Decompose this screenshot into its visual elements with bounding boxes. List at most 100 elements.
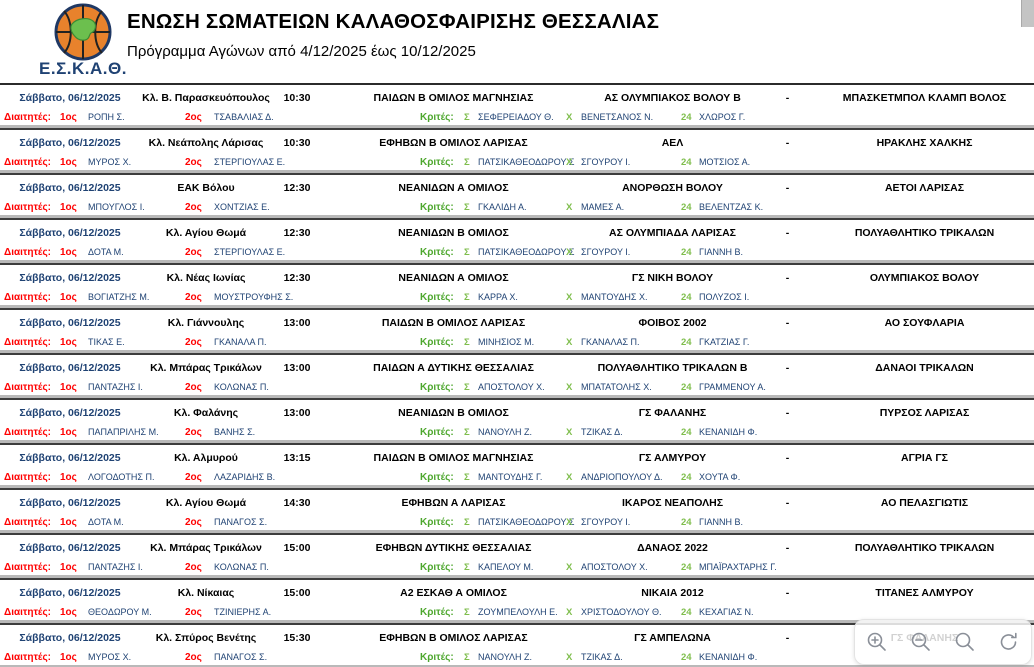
scorer-mark: Σ (464, 157, 470, 168)
first-ref-label: 1ος (60, 157, 77, 168)
game-category: ΝΕΑΝΙΔΩΝ Α ΟΜΙΛΟΣ (398, 182, 509, 195)
game-time: 13:00 (283, 317, 311, 330)
game-time: 12:30 (283, 182, 311, 195)
game-venue: Κλ. Φαλάνης (173, 407, 239, 420)
timer-name: ΤΖΙΚΑΣ Δ. (581, 652, 623, 662)
scorer-name: ΣΕΦΕΡΕΙΑΔΟΥ Θ. (478, 112, 554, 122)
timer-mark: Χ (566, 517, 573, 528)
scorer-mark: Σ (464, 562, 470, 573)
referee-1: ΤΙΚΑΣ Ε. (88, 337, 125, 347)
referee-2: ΜΟΥΣΤΡΟΥΦΗΣ Σ. (214, 292, 294, 302)
referee-2: ΒΑΝΗΣ Σ. (214, 427, 256, 437)
page-subtitle: Πρόγραμμα Αγώνων από 4/12/2025 έως 10/12… (127, 43, 476, 60)
shotclock-name: ΓΙΑΝΝΗ Β. (699, 247, 743, 257)
timer-name: ΜΠΑΤΑΤΟΛΗΣ Χ. (581, 382, 652, 392)
timer-mark: Χ (566, 247, 573, 258)
scorer-name: ΚΑΡΡΑ Χ. (478, 292, 518, 302)
scorer-mark: Σ (464, 427, 470, 438)
game-row: Σάββατο, 06/12/2025 Κλ. Μπάρας Τρικάλων … (0, 537, 1034, 580)
shotclock-mark: 24 (681, 247, 692, 258)
timer-name: ΤΖΙΚΑΣ Δ. (581, 427, 623, 437)
scorer-name: ΠΑΤΣΙΚΑΘΕΟΔΩΡΟΥ Σ (478, 517, 575, 527)
referees-label: Διαιτητές: (4, 202, 51, 213)
referee-1: ΔΟΤΑ Μ. (88, 517, 124, 527)
game-category: ΝΕΑΝΙΔΩΝ Β ΟΜΙΛΟΣ (398, 227, 509, 240)
vs-dash: - (785, 137, 790, 150)
scrollbar-thumb[interactable] (1021, 0, 1034, 27)
scorer-name: ΚΑΠΕΛΟΥ Μ. (478, 562, 534, 572)
away-team: ΤΙΤΑΝΕΣ ΑΛΜΥΡΟΥ (875, 587, 974, 600)
game-date: Σάββατο, 06/12/2025 (19, 452, 121, 465)
home-team: ΑΝΟΡΘΩΣΗ ΒΟΛΟΥ (622, 182, 723, 195)
shotclock-mark: 24 (681, 382, 692, 393)
away-team: ΑΓΡΙΑ ΓΣ (901, 452, 948, 465)
game-category: Α2 ΕΣΚΑΘ Α ΟΜΙΛΟΣ (400, 587, 507, 600)
game-venue: Κλ. Μπάρας Τρικάλων (150, 542, 262, 555)
timer-mark: Χ (566, 472, 573, 483)
game-main-line: Σάββατο, 06/12/2025 Κλ. Αλμυρού 13:15 ΠΑ… (0, 447, 1034, 471)
game-category: ΕΦΗΒΩΝ Β ΟΜΙΛΟΣ ΛΑΡΙΣΑΣ (379, 632, 528, 645)
referee-1: ΠΑΠΑΠΡΙΛΗΣ Μ. (88, 427, 159, 437)
zoom-in-icon[interactable] (862, 627, 892, 657)
timer-name: ΣΓΟΥΡΟΥ Ι. (581, 247, 631, 257)
referees-label: Διαιτητές: (4, 427, 51, 438)
search-icon[interactable] (950, 627, 980, 657)
zoom-out-icon[interactable] (906, 627, 936, 657)
timer-mark: Χ (566, 382, 573, 393)
vs-dash: - (785, 407, 790, 420)
second-ref-label: 2ος (185, 382, 202, 393)
vs-dash: - (785, 542, 790, 555)
game-venue: Κλ. Αγίου Θωμά (165, 497, 247, 510)
game-officials-line: Διαιτητές: 1ος ΠΑΝΤΑΖΗΣ Ι. 2ος ΚΟΛΩΝΑΣ Π… (0, 381, 1034, 396)
vs-dash: - (785, 587, 790, 600)
scorer-mark: Σ (464, 652, 470, 663)
first-ref-label: 1ος (60, 562, 77, 573)
game-category: ΕΦΗΒΩΝ Β ΟΜΙΛΟΣ ΛΑΡΙΣΑΣ (379, 137, 528, 150)
first-ref-label: 1ος (60, 337, 77, 348)
scorer-mark: Σ (464, 472, 470, 483)
away-team: ΑΟ ΣΟΥΦΛΑΡΙΑ (884, 317, 965, 330)
timer-name: ΑΝΔΡΙΟΠΟΥΛΟΥ Δ. (581, 472, 663, 482)
timer-name: ΧΡΙΣΤΟΔΟΥΛΟΥ Θ. (581, 607, 662, 617)
game-date: Σάββατο, 06/12/2025 (19, 317, 121, 330)
referees-label: Διαιτητές: (4, 517, 51, 528)
judges-label: Κριτές: (420, 472, 454, 483)
referees-label: Διαιτητές: (4, 337, 51, 348)
referee-2: ΚΟΛΩΝΑΣ Π. (214, 382, 269, 392)
shotclock-mark: 24 (681, 652, 692, 663)
scorer-mark: Σ (464, 292, 470, 303)
game-category: ΠΑΙΔΩΝ Β ΟΜΙΛΟΣ ΛΑΡΙΣΑΣ (381, 317, 526, 330)
referee-2: ΣΤΕΡΓΙΟΥΛΑΣ Ε. (214, 157, 286, 167)
vs-dash: - (785, 452, 790, 465)
referees-label: Διαιτητές: (4, 607, 51, 618)
rotate-icon[interactable] (994, 627, 1024, 657)
second-ref-label: 2ος (185, 202, 202, 213)
second-ref-label: 2ος (185, 157, 202, 168)
game-main-line: Σάββατο, 06/12/2025 Κλ. Μπάρας Τρικάλων … (0, 537, 1034, 561)
game-time: 14:30 (283, 497, 311, 510)
vs-dash: - (785, 497, 790, 510)
game-date: Σάββατο, 06/12/2025 (19, 542, 121, 555)
game-row: Σάββατο, 06/12/2025 Κλ. Γιάννουλης 13:00… (0, 312, 1034, 355)
referee-1: ΜΥΡΟΣ Χ. (88, 652, 132, 662)
timer-mark: Χ (566, 652, 573, 663)
referee-2: ΤΖΙΝΙΕΡΗΣ Α. (214, 607, 272, 617)
game-venue: Κλ. Νεάπολης Λάρισας (148, 137, 264, 150)
game-row: Σάββατο, 06/12/2025 Κλ. Μπάρας Τρικάλων … (0, 357, 1034, 400)
judges-label: Κριτές: (420, 382, 454, 393)
game-venue: ΕΑΚ Βόλου (177, 182, 235, 195)
judges-label: Κριτές: (420, 517, 454, 528)
shotclock-mark: 24 (681, 202, 692, 213)
referee-1: ΠΑΝΤΑΖΗΣ Ι. (88, 562, 143, 572)
eskath-logo: Ε.Σ.Κ.Α.Θ. (28, 2, 138, 79)
game-officials-line: Διαιτητές: 1ος ΔΟΤΑ Μ. 2ος ΣΤΕΡΓΙΟΥΛΑΣ Ε… (0, 246, 1034, 261)
home-team: ΦΟΙΒΟΣ 2002 (638, 317, 707, 330)
game-main-line: Σάββατο, 06/12/2025 Κλ. Νέας Ιωνίας 12:3… (0, 267, 1034, 291)
judges-label: Κριτές: (420, 157, 454, 168)
judges-label: Κριτές: (420, 112, 454, 123)
game-officials-line: Διαιτητές: 1ος ΜΥΡΟΣ Χ. 2ος ΣΤΕΡΓΙΟΥΛΑΣ … (0, 156, 1034, 171)
first-ref-label: 1ος (60, 427, 77, 438)
away-team: ΟΛΥΜΠΙΑΚΟΣ ΒΟΛΟΥ (869, 272, 980, 285)
first-ref-label: 1ος (60, 517, 77, 528)
away-team: ΔΑΝΑΟΙ ΤΡΙΚΑΛΩΝ (875, 362, 974, 375)
